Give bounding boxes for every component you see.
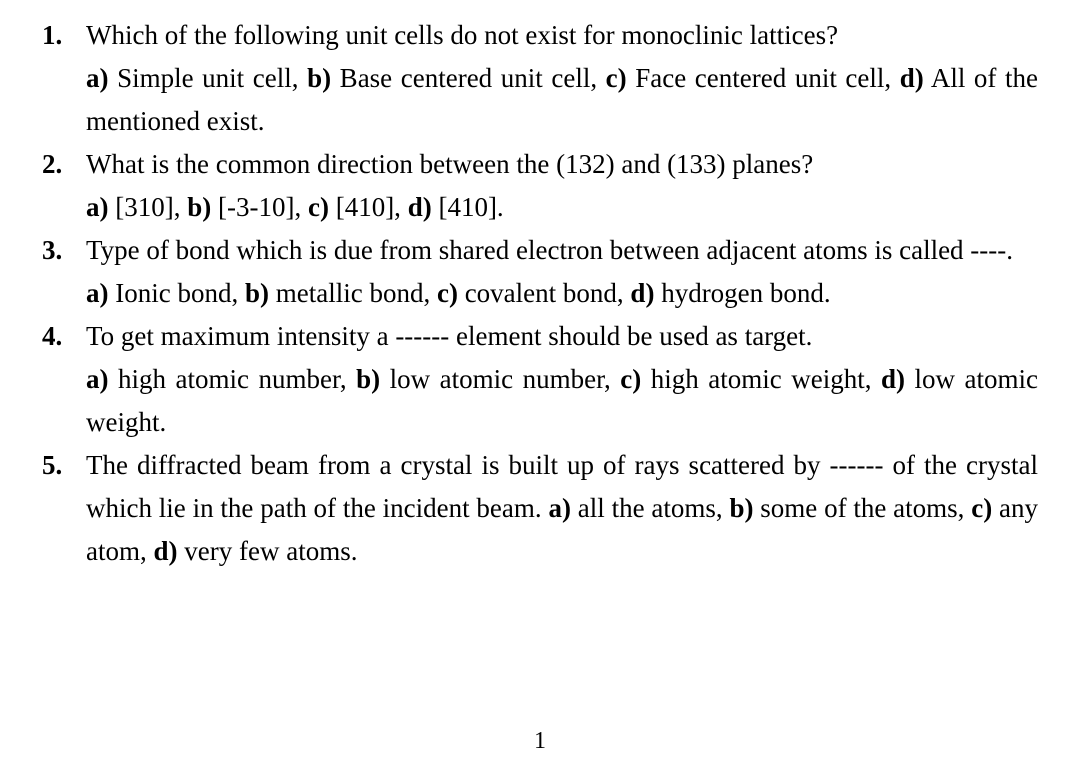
option-label-c: c) (437, 278, 458, 308)
option-label-a: a) (86, 63, 109, 93)
question-item: 3. Type of bond which is due from shared… (42, 229, 1038, 315)
option-text-d: very few atoms. (178, 536, 358, 566)
question-number: 5. (42, 444, 86, 487)
option-label-d: d) (154, 536, 178, 566)
option-label-a: a) (86, 192, 109, 222)
option-text-b: [-3-10], (211, 192, 308, 222)
options-line: a) Ionic bond, b) metallic bond, c) cova… (86, 272, 1038, 315)
question-list: 1. Which of the following unit cells do … (42, 14, 1038, 573)
option-text-d: [410]. (432, 192, 504, 222)
option-label-c: c) (606, 63, 627, 93)
option-text-c: high atomic weight, (641, 364, 881, 394)
option-text-a: all the atoms, (571, 493, 729, 523)
options-line: a) [310], b) [-3-10], c) [410], d) [410]… (86, 186, 1038, 229)
option-text-a: Ionic bond, (109, 278, 245, 308)
options-line: a) high atomic number, b) low atomic num… (86, 358, 1038, 444)
question-body: Type of bond which is due from shared el… (86, 229, 1038, 315)
question-body: Which of the following unit cells do not… (86, 14, 1038, 143)
option-text-b: Base centered unit cell, (331, 63, 606, 93)
option-label-c: c) (308, 192, 329, 222)
question-item: 1. Which of the following unit cells do … (42, 14, 1038, 143)
option-label-c: c) (620, 364, 641, 394)
option-label-b: b) (356, 364, 380, 394)
option-label-d: d) (881, 364, 905, 394)
option-text-d: hydrogen bond. (654, 278, 830, 308)
option-label-a: a) (86, 364, 109, 394)
option-label-a: a) (86, 278, 109, 308)
option-text-b: metallic bond, (269, 278, 437, 308)
question-text: Type of bond which is due from shared el… (86, 229, 1038, 272)
option-label-d: d) (900, 63, 924, 93)
option-text-a: Simple unit cell, (109, 63, 308, 93)
option-text-a: [310], (109, 192, 188, 222)
option-label-d: d) (630, 278, 654, 308)
option-label-b: b) (245, 278, 269, 308)
page-number: 1 (0, 728, 1080, 755)
question-body: The diffracted beam from a crystal is bu… (86, 444, 1038, 573)
option-text-c: Face centered unit cell, (627, 63, 900, 93)
question-body: What is the common direction between the… (86, 143, 1038, 229)
option-label-c: c) (971, 493, 992, 523)
question-number: 2. (42, 143, 86, 186)
option-label-d: d) (408, 192, 432, 222)
option-text-a: high atomic number, (109, 364, 357, 394)
question-number: 1. (42, 14, 86, 57)
question-item: 5. The diffracted beam from a crystal is… (42, 444, 1038, 573)
question-text: To get maximum intensity a ------ elemen… (86, 315, 1038, 358)
option-text-b: low atomic number, (380, 364, 620, 394)
option-text-b: some of the atoms, (753, 493, 971, 523)
option-text-c: covalent bond, (458, 278, 630, 308)
question-item: 4. To get maximum intensity a ------ ele… (42, 315, 1038, 444)
option-label-b: b) (729, 493, 753, 523)
question-number: 4. (42, 315, 86, 358)
option-text-c: [410], (329, 192, 408, 222)
question-item: 2. What is the common direction between … (42, 143, 1038, 229)
options-line: a) Simple unit cell, b) Base centered un… (86, 57, 1038, 143)
question-text: What is the common direction between the… (86, 143, 1038, 186)
option-label-b: b) (307, 63, 331, 93)
question-body: To get maximum intensity a ------ elemen… (86, 315, 1038, 444)
question-number: 3. (42, 229, 86, 272)
question-text: Which of the following unit cells do not… (86, 14, 1038, 57)
option-label-a: a) (548, 493, 571, 523)
option-label-b: b) (187, 192, 211, 222)
